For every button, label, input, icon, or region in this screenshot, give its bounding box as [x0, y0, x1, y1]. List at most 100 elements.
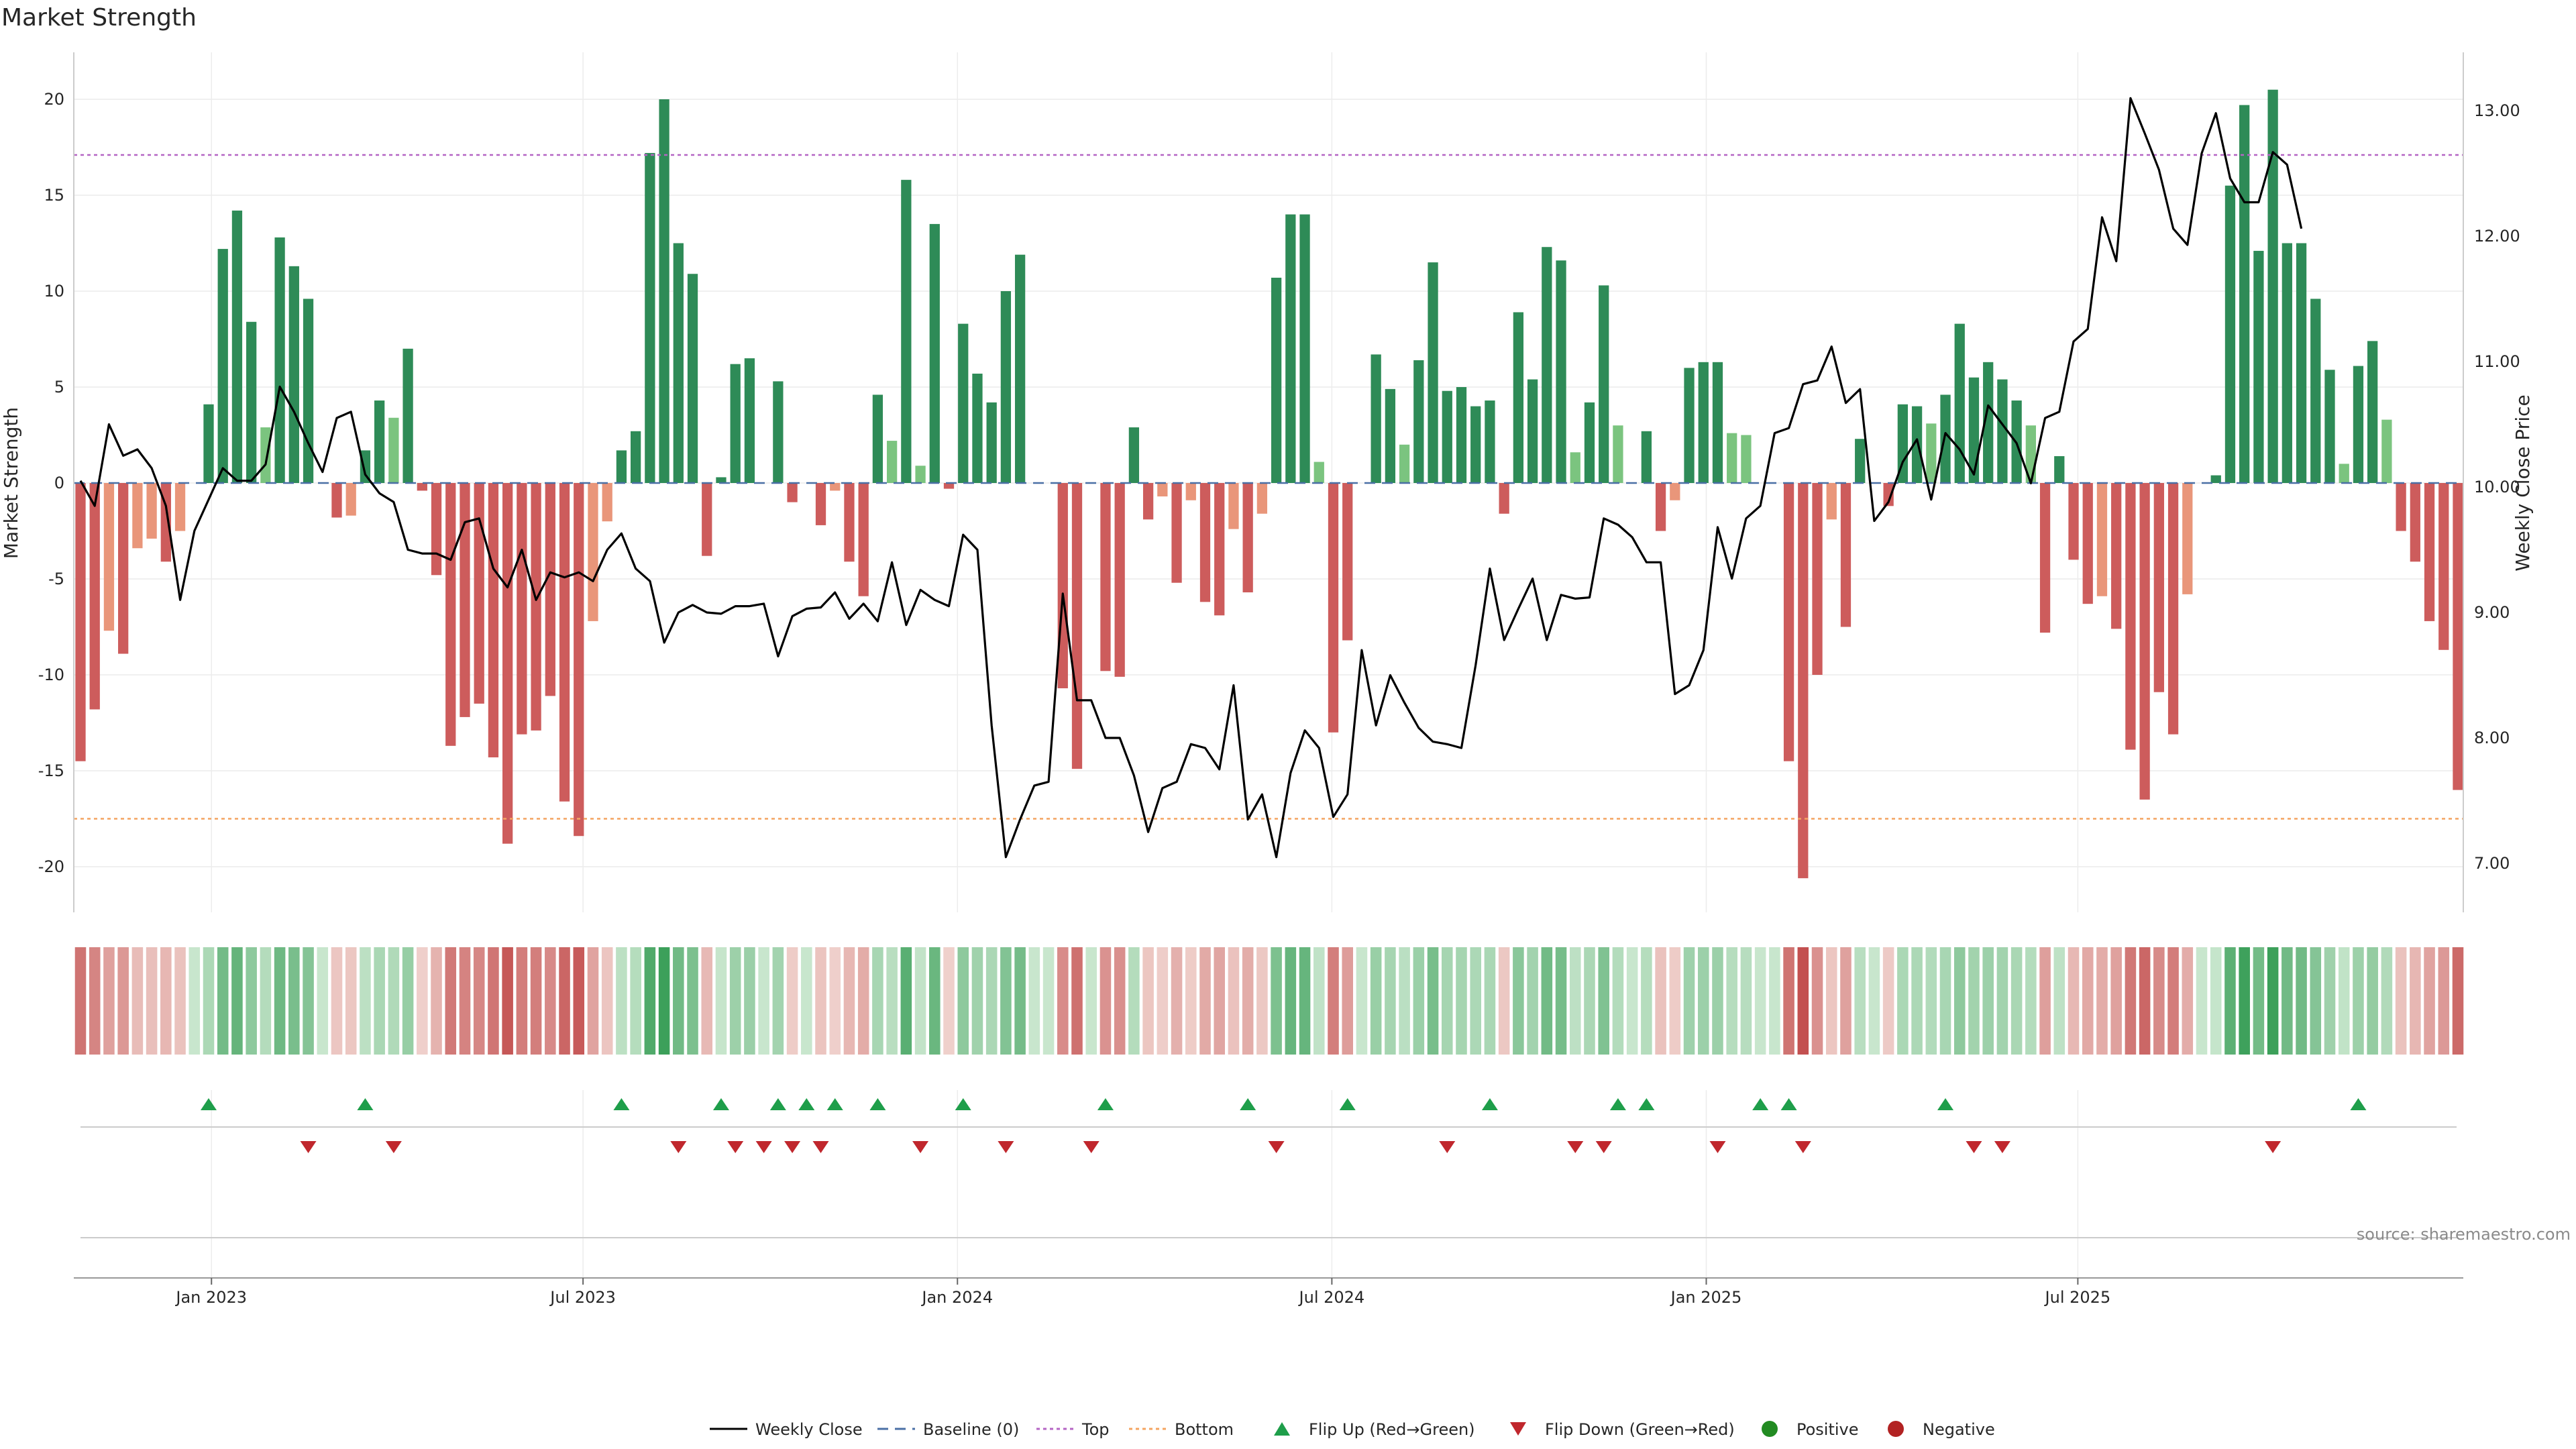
- heat-cell: [2338, 947, 2350, 1055]
- heat-cell: [786, 947, 798, 1055]
- heat-cell: [559, 947, 570, 1055]
- heat-cell: [1171, 947, 1183, 1055]
- strength-bar: [1485, 400, 1495, 483]
- strength-bar: [1684, 368, 1695, 483]
- heat-cell: [459, 947, 471, 1055]
- strength-bar: [716, 477, 727, 483]
- strength-bar: [1911, 406, 1923, 483]
- heat-cell: [1313, 947, 1325, 1055]
- strength-bar: [2224, 185, 2236, 483]
- strength-bar: [2267, 89, 2278, 483]
- strength-bar: [588, 483, 598, 621]
- legend-positive-swatch: [1762, 1421, 1778, 1437]
- flip-down-marker: [385, 1141, 402, 1153]
- strength-bar: [2096, 483, 2108, 596]
- strength-bar: [702, 483, 712, 556]
- heat-cell: [388, 947, 400, 1055]
- legend-flip-up-swatch: [1274, 1422, 1290, 1436]
- flip-up-marker: [613, 1098, 630, 1110]
- heat-cell: [985, 947, 998, 1055]
- heat-cell: [203, 947, 215, 1055]
- flip-down-marker: [1567, 1141, 1584, 1153]
- strength-bar: [1883, 483, 1894, 506]
- strength-bar: [787, 483, 798, 502]
- strength-bar: [986, 402, 997, 483]
- legend-label: Weekly Close: [755, 1420, 863, 1439]
- strength-bar: [1727, 433, 1737, 483]
- strength-bar: [1599, 285, 1609, 483]
- y2-tick-label: 11.00: [2474, 352, 2520, 371]
- strength-bar: [502, 483, 513, 844]
- legend-label: Bottom: [1175, 1420, 1234, 1439]
- strength-bar: [2239, 105, 2250, 483]
- strength-bar: [844, 483, 855, 562]
- strength-bar: [1100, 483, 1111, 672]
- strength-bar: [1470, 406, 1481, 483]
- strength-heat-strip: [74, 947, 2464, 1055]
- heat-cell: [2182, 947, 2194, 1055]
- strength-bar: [2367, 341, 2378, 483]
- strength-bar: [2111, 483, 2122, 629]
- flip-up-marker: [200, 1098, 217, 1110]
- strength-bar: [1670, 483, 1680, 500]
- heat-cell: [473, 947, 485, 1055]
- heat-cell: [1598, 947, 1609, 1055]
- flip-up-marker: [1937, 1098, 1954, 1110]
- heat-cell: [929, 947, 941, 1055]
- y-tick-label: 0: [54, 474, 64, 492]
- heat-cell: [2010, 947, 2023, 1055]
- y-tick-label: -15: [38, 761, 64, 780]
- heat-cell: [1911, 947, 1923, 1055]
- heat-cell: [2096, 947, 2108, 1055]
- heat-cell: [729, 947, 741, 1055]
- strength-bar: [1157, 483, 1168, 497]
- flip-up-marker: [712, 1098, 729, 1110]
- flip-up-marker: [2350, 1098, 2367, 1110]
- heat-cell: [1042, 947, 1055, 1055]
- heat-cell: [658, 947, 670, 1055]
- strength-bar: [274, 237, 285, 483]
- heat-cell: [2153, 947, 2165, 1055]
- flip-down-marker: [2265, 1141, 2282, 1153]
- heat-cell: [1584, 947, 1595, 1055]
- strength-bar: [1655, 483, 1666, 531]
- strength-bar: [460, 483, 470, 717]
- strength-bar: [1783, 483, 1794, 761]
- strength-bar: [1171, 483, 1182, 583]
- heat-cell: [317, 947, 329, 1055]
- y-axis-label: Market Strength: [0, 407, 22, 559]
- strength-bar: [2210, 475, 2221, 483]
- heat-cell: [616, 947, 627, 1055]
- y2-tick-label: 8.00: [2474, 729, 2510, 747]
- heat-cell: [2424, 947, 2435, 1055]
- strength-bar: [132, 483, 143, 549]
- heat-cell: [815, 947, 826, 1055]
- heat-cell: [360, 947, 371, 1055]
- strength-bar: [1741, 435, 1752, 483]
- heat-cell: [1498, 947, 1510, 1055]
- heat-cell: [2196, 947, 2208, 1055]
- strength-bar: [2324, 370, 2335, 483]
- heat-cell: [1114, 947, 1126, 1055]
- heat-cell: [2167, 947, 2179, 1055]
- strength-bar: [2310, 299, 2321, 483]
- heat-cell: [843, 947, 855, 1055]
- strength-bar: [2125, 483, 2136, 750]
- strength-bar: [872, 394, 883, 483]
- heat-cell: [274, 947, 286, 1055]
- heat-cell: [1669, 947, 1681, 1055]
- heat-cell: [2110, 947, 2122, 1055]
- strength-bar: [1299, 214, 1310, 483]
- flip-up-marker: [357, 1098, 374, 1110]
- heat-cell: [1185, 947, 1197, 1055]
- flip-down-marker: [812, 1141, 829, 1153]
- x-tick-label: Jul 2025: [2044, 1288, 2111, 1307]
- heat-cell: [1484, 947, 1496, 1055]
- heat-cell: [2239, 947, 2250, 1055]
- strength-bar: [517, 483, 527, 735]
- strength-bar: [915, 466, 926, 483]
- strength-bar: [1399, 444, 1410, 483]
- strength-bar: [2039, 483, 2051, 633]
- strength-bar: [1613, 425, 1623, 483]
- heat-cell: [331, 947, 343, 1055]
